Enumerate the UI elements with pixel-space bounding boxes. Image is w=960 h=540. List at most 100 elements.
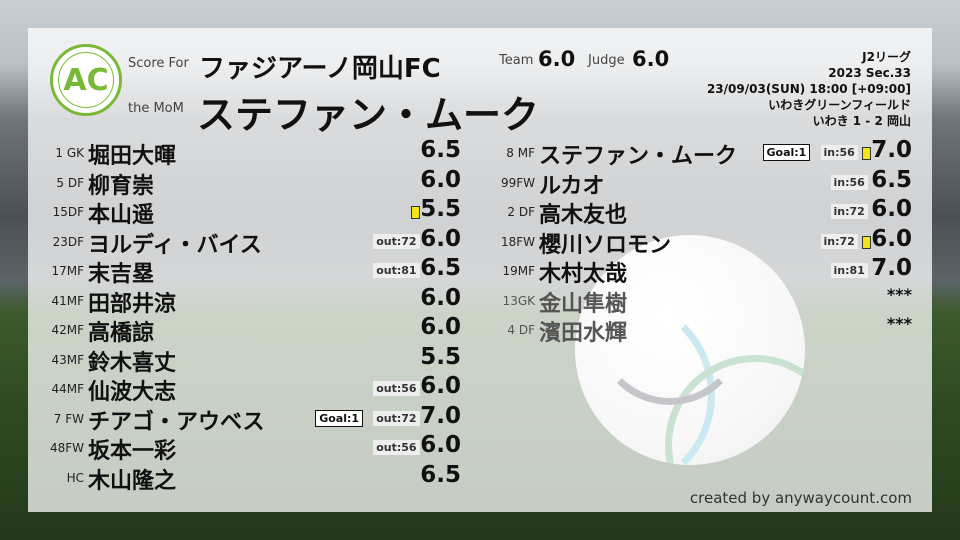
team-label: Team bbox=[499, 53, 534, 68]
player-name: 仙波大志 bbox=[88, 380, 177, 405]
substitution-badge: out:72 bbox=[373, 233, 420, 249]
player-score: 6.5 bbox=[420, 255, 461, 281]
player-row: 2 DF 高木友也 6.0 in:72 bbox=[0, 196, 960, 228]
player-score: 6.5 bbox=[420, 461, 461, 488]
player-number-position: 17MF bbox=[51, 264, 84, 278]
player-name: 櫻川ソロモン bbox=[539, 232, 672, 258]
player-row: 44MF 仙波大志 6.0 out:56 bbox=[0, 373, 960, 405]
yellow-card-icon bbox=[862, 147, 871, 160]
player-score: 6.5 bbox=[420, 137, 461, 163]
match-info: J2リーグ 2023 Sec.33 23/09/03(SUN) 18:00 [+… bbox=[707, 49, 911, 129]
credit: created by anywaycount.com bbox=[689, 489, 912, 507]
judge-score: 6.0 bbox=[632, 47, 670, 71]
player-score: 6.5 bbox=[871, 166, 912, 193]
player-row: 41MF 田部井涼 6.0 bbox=[0, 284, 960, 317]
substitution-badge: in:72 bbox=[830, 204, 868, 219]
player-score: 6.0 bbox=[871, 196, 912, 222]
player-name: 柳育崇 bbox=[88, 173, 155, 199]
mom-label: the MoM bbox=[128, 101, 184, 116]
player-number-position: 19MF bbox=[502, 264, 535, 278]
player-number-position: 42MF bbox=[51, 323, 84, 337]
player-row: 17MF 末吉塁 6.5 out:81 bbox=[0, 255, 960, 287]
league: J2リーグ bbox=[862, 50, 911, 64]
goal-badge: Goal:1 bbox=[315, 409, 364, 427]
player-row: 43MF 鈴木喜丈 5.5 bbox=[0, 343, 960, 376]
player-row: 18FW 櫻川ソロモン 6.0 in:72 bbox=[0, 225, 960, 258]
player-number-position: 18FW bbox=[500, 234, 535, 249]
player-number-position: 99FW bbox=[500, 175, 535, 190]
player-score: 6.0 bbox=[871, 225, 912, 252]
player-name: 木山隆之 bbox=[88, 468, 177, 494]
player-row: 15DF 本山遥 5.5 bbox=[0, 196, 960, 228]
player-name: 金山隼樹 bbox=[539, 291, 628, 317]
player-number-position: 2 DF bbox=[507, 205, 535, 219]
player-name: 鈴木喜丈 bbox=[88, 350, 177, 376]
player-row: 5 DF 柳育崇 6.0 bbox=[0, 166, 960, 199]
player-score: 6.0 bbox=[420, 432, 461, 458]
player-row: HC 木山隆之 6.5 bbox=[0, 461, 960, 494]
mom-name: ステファン・ムーク bbox=[197, 93, 540, 137]
player-name: 末吉塁 bbox=[88, 262, 155, 287]
yellow-card-icon bbox=[411, 206, 420, 219]
result: いわき 1 - 2 岡山 bbox=[812, 114, 911, 128]
player-score: 5.5 bbox=[420, 196, 461, 222]
player-number-position: 5 DF bbox=[56, 175, 84, 190]
player-number-position: 15DF bbox=[52, 205, 84, 219]
substitution-badge: in:81 bbox=[830, 263, 868, 278]
player-number-position: 44MF bbox=[51, 382, 84, 396]
player-row: 23DF ヨルディ・バイス 6.0 out:72 bbox=[0, 226, 960, 258]
player-number-position: 13GK bbox=[502, 293, 535, 308]
player-number-position: 43MF bbox=[51, 352, 84, 367]
player-score: 6.0 bbox=[420, 166, 461, 193]
score-for-label: Score For bbox=[128, 56, 189, 71]
player-score: 7.0 bbox=[871, 255, 912, 281]
substitution-badge: in:56 bbox=[820, 145, 858, 160]
player-score: 7.0 bbox=[420, 402, 461, 429]
player-score: 6.0 bbox=[420, 373, 461, 399]
score-panel bbox=[28, 28, 932, 512]
player-row: 99FW ルカオ 6.5 in:56 bbox=[0, 166, 960, 199]
player-name: 堀田大暉 bbox=[88, 144, 177, 169]
judge-label: Judge bbox=[588, 53, 625, 68]
player-score: 6.0 bbox=[420, 314, 461, 340]
team-name: ファジアーノ岡山FC bbox=[199, 54, 441, 84]
player-name: 本山遥 bbox=[88, 203, 155, 228]
player-name: ルカオ bbox=[539, 173, 605, 199]
substitution-badge: out:56 bbox=[373, 440, 420, 455]
team-score: 6.0 bbox=[538, 47, 576, 71]
substitution-badge: out:72 bbox=[373, 410, 420, 426]
datetime: 23/09/03(SUN) 18:00 [+09:00] bbox=[706, 82, 911, 96]
player-number-position: 48FW bbox=[49, 441, 84, 455]
player-score: 7.0 bbox=[871, 137, 912, 163]
player-row: 8 MF ステファン・ムーク 7.0 in:56 Goal:1 bbox=[0, 137, 960, 169]
player-number-position: 7 FW bbox=[53, 411, 84, 426]
player-name: 高橋諒 bbox=[88, 321, 155, 346]
player-row: 42MF 高橋諒 6.0 bbox=[0, 314, 960, 346]
player-number-position: 4 DF bbox=[507, 323, 535, 337]
player-number-position: HC bbox=[66, 470, 84, 485]
section: 2023 Sec.33 bbox=[828, 66, 911, 80]
player-row: 7 FW チアゴ・アウベス 7.0 out:72 Goal:1 bbox=[0, 402, 960, 435]
anywaycount-logo: AC bbox=[50, 44, 122, 116]
player-row: 48FW 坂本一彩 6.0 out:56 bbox=[0, 432, 960, 464]
player-score: *** bbox=[886, 284, 912, 304]
player-name: 濱田水輝 bbox=[539, 321, 628, 346]
player-name: 高木友也 bbox=[539, 203, 628, 228]
substitution-badge: out:56 bbox=[373, 381, 420, 396]
player-row: 4 DF 濱田水輝 *** bbox=[0, 314, 960, 346]
player-number-position: 1 GK bbox=[55, 146, 84, 160]
player-number-position: 8 MF bbox=[506, 146, 535, 160]
yellow-card-icon bbox=[862, 235, 871, 249]
player-name: ステファン・ムーク bbox=[539, 144, 738, 169]
player-row: 1 GK 堀田大暉 6.5 bbox=[0, 137, 960, 169]
substitution-badge: in:56 bbox=[830, 174, 868, 190]
player-name: 田部井涼 bbox=[88, 291, 177, 317]
player-score: 6.0 bbox=[420, 284, 461, 311]
player-number-position: 23DF bbox=[52, 234, 84, 249]
player-name: 坂本一彩 bbox=[88, 439, 177, 464]
player-row: 19MF 木村太哉 7.0 in:81 bbox=[0, 255, 960, 287]
player-name: チアゴ・アウベス bbox=[88, 409, 265, 435]
substitution-badge: in:72 bbox=[820, 233, 858, 249]
player-score: 5.5 bbox=[420, 343, 461, 370]
substitution-badge: out:81 bbox=[373, 263, 420, 278]
